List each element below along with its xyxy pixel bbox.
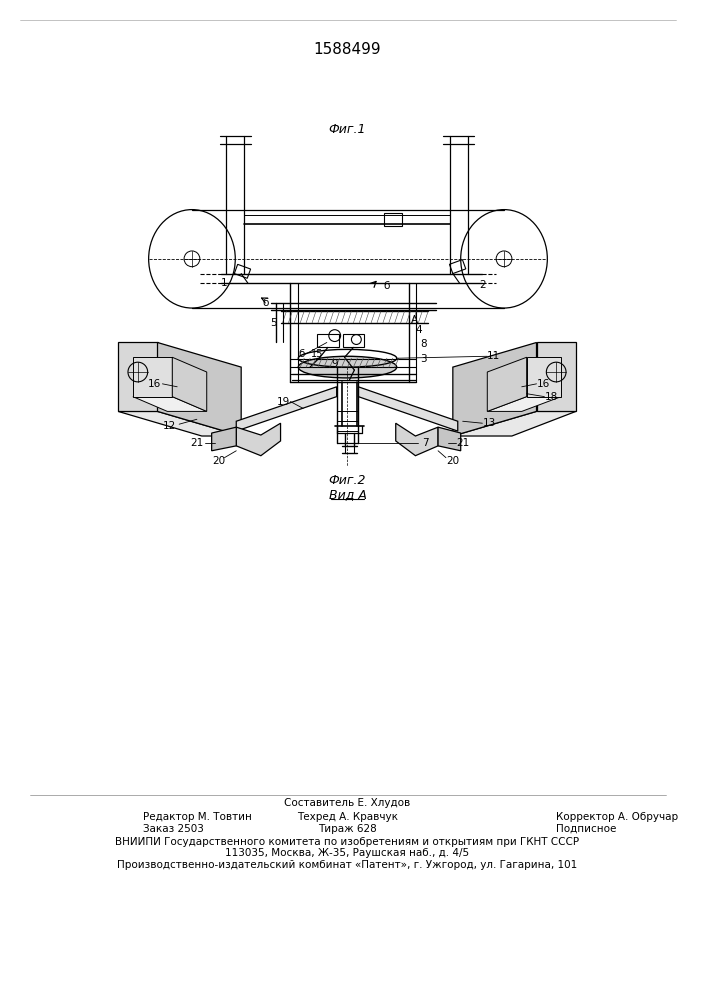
Text: 1: 1 [221, 278, 228, 288]
Polygon shape [236, 423, 281, 456]
Text: 21: 21 [456, 438, 469, 448]
Text: б: б [384, 281, 390, 291]
Ellipse shape [298, 356, 397, 378]
Text: 18: 18 [544, 392, 558, 402]
Text: Составитель Е. Хлудов: Составитель Е. Хлудов [284, 798, 411, 808]
Bar [343, 334, 364, 347]
Text: 1588499: 1588499 [314, 42, 381, 57]
Polygon shape [396, 423, 438, 456]
Text: 5: 5 [270, 318, 277, 328]
Text: ВНИИПИ Государственного комитета по изобретениям и открытиям при ГКНТ СССР: ВНИИПИ Государственного комитета по изоб… [115, 837, 580, 847]
Text: Техред А. Кравчук: Техред А. Кравчук [297, 812, 398, 822]
Text: A: A [411, 315, 418, 325]
Text: Вид А: Вид А [329, 489, 366, 502]
Bar [384, 213, 402, 226]
Polygon shape [452, 411, 576, 436]
Text: Подписное: Подписное [556, 824, 617, 834]
Polygon shape [158, 342, 241, 436]
Text: 21: 21 [190, 438, 204, 448]
Polygon shape [438, 427, 461, 451]
Text: 16: 16 [148, 379, 161, 389]
Text: 19: 19 [277, 397, 290, 407]
Text: Производственно-издательский комбинат «Патент», г. Ужгород, ул. Гагарина, 101: Производственно-издательский комбинат «П… [117, 860, 578, 870]
Text: 113035, Москва, Ж-35, Раушская наб., д. 4/5: 113035, Москва, Ж-35, Раушская наб., д. … [226, 848, 469, 858]
Polygon shape [487, 397, 561, 411]
Polygon shape [118, 342, 158, 411]
Text: 7: 7 [422, 438, 428, 448]
Polygon shape [527, 357, 561, 397]
Text: б: б [262, 298, 269, 308]
Text: Редактор М. Товтин: Редактор М. Товтин [143, 812, 252, 822]
Text: Фиг.2: Фиг.2 [329, 474, 366, 487]
Text: б: б [298, 349, 305, 359]
Text: Фиг.1: Фиг.1 [329, 123, 366, 136]
Text: 11: 11 [486, 351, 500, 361]
Text: 15: 15 [311, 349, 323, 359]
Text: 12: 12 [163, 421, 176, 431]
Polygon shape [537, 342, 576, 411]
Polygon shape [133, 357, 173, 397]
Polygon shape [173, 357, 206, 411]
Bar [234, 264, 250, 278]
Bar [317, 334, 339, 347]
Polygon shape [236, 387, 337, 431]
Bar [450, 260, 466, 274]
Text: 13: 13 [483, 418, 496, 428]
Text: 20: 20 [446, 456, 460, 466]
Polygon shape [118, 411, 241, 436]
Text: Тираж 628: Тираж 628 [318, 824, 377, 834]
Text: 9: 9 [332, 359, 338, 369]
Polygon shape [211, 427, 236, 451]
Text: 20: 20 [212, 456, 225, 466]
Text: 8: 8 [420, 339, 426, 349]
Text: 16: 16 [537, 379, 550, 389]
Polygon shape [358, 387, 457, 431]
Text: Корректор А. Обручар: Корректор А. Обручар [556, 812, 678, 822]
Text: Заказ 2503: Заказ 2503 [143, 824, 204, 834]
Polygon shape [487, 357, 527, 411]
Polygon shape [452, 342, 537, 436]
Polygon shape [133, 397, 206, 411]
Text: 2: 2 [479, 280, 486, 290]
Text: 4: 4 [415, 325, 421, 335]
Text: 3: 3 [420, 354, 426, 364]
